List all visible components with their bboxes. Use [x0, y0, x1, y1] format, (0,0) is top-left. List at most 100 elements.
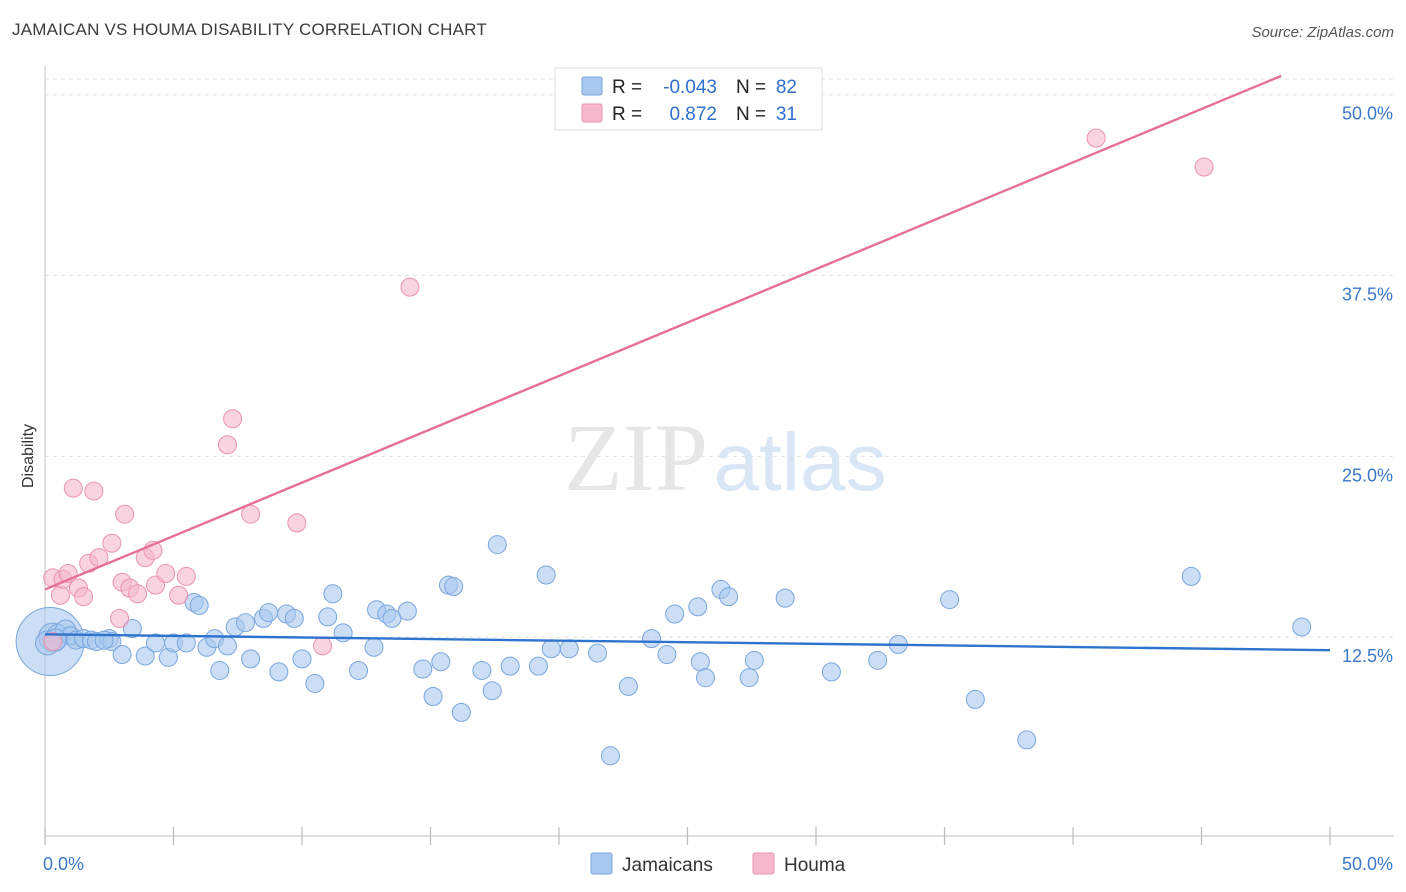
- point-jamaicans-32: [292, 649, 312, 669]
- gridlines: [45, 78, 1394, 638]
- point-houma-11: [102, 533, 122, 553]
- point-jamaicans-52: [500, 656, 520, 676]
- point-jamaicans-64: [690, 652, 710, 672]
- point-jamaicans-37: [349, 660, 369, 680]
- point-jamaicans-12: [122, 618, 142, 638]
- point-jamaicans-65: [695, 668, 715, 688]
- watermark-atlas: atlas: [713, 417, 886, 508]
- watermark: ZIP atlas: [564, 404, 887, 511]
- point-jamaicans-34: [318, 607, 338, 627]
- point-jamaicans-28: [259, 603, 279, 623]
- point-houma-9: [84, 481, 104, 501]
- y-tick-label-1: 25.0%: [1342, 465, 1393, 485]
- point-houma-29: [1086, 128, 1106, 148]
- point-jamaicans-45: [431, 652, 451, 672]
- point-jamaicans-33: [305, 673, 325, 693]
- point-houma-7: [74, 587, 94, 607]
- point-jamaicans-59: [618, 676, 638, 696]
- legend-swatch-houma: [581, 103, 603, 123]
- watermark-zip: ZIP: [564, 404, 708, 511]
- point-jamaicans-35: [323, 584, 343, 604]
- point-houma-0: [43, 632, 63, 652]
- legend-top: R = -0.043 N = 82 R = 0.872 N = 31: [554, 67, 823, 131]
- point-jamaicans-51: [487, 535, 507, 555]
- point-houma-26: [287, 513, 307, 533]
- point-jamaicans-41: [382, 608, 402, 628]
- x-tick-label-1: 50.0%: [1342, 854, 1393, 874]
- point-jamaicans-44: [423, 686, 443, 706]
- point-jamaicans-68: [739, 668, 759, 688]
- point-jamaicans-19: [189, 595, 209, 615]
- point-jamaicans-62: [665, 604, 685, 624]
- point-jamaicans-23: [217, 636, 237, 656]
- legend-n-label-0: N =: [736, 77, 766, 98]
- legend-bottom-swatch-jamaicans: [590, 852, 613, 875]
- point-houma-12: [110, 608, 130, 628]
- point-jamaicans-22: [210, 660, 230, 680]
- legend-bottom-swatch-houma: [752, 852, 775, 875]
- point-jamaicans-55: [541, 639, 561, 659]
- point-jamaicans-49: [472, 660, 492, 680]
- trend-lines: [44, 74, 1331, 652]
- point-houma-24: [223, 409, 243, 429]
- legend-bottom-label-houma: Houma: [784, 855, 846, 876]
- point-houma-2: [50, 585, 70, 605]
- point-jamaicans-60: [642, 629, 662, 649]
- point-jamaicans-43: [413, 659, 433, 679]
- point-jamaicans-67: [719, 587, 739, 607]
- point-jamaicans-17: [176, 633, 196, 653]
- legend-bottom-label-jamaicans: Jamaicans: [622, 855, 713, 876]
- series-jamaicans-points: [15, 535, 1312, 766]
- point-jamaicans-75: [965, 689, 985, 709]
- point-jamaicans-72: [868, 650, 888, 670]
- point-jamaicans-26: [241, 649, 261, 669]
- point-jamaicans-77: [1181, 566, 1201, 586]
- point-houma-20: [156, 564, 176, 584]
- legend-n-label-1: N =: [736, 104, 766, 125]
- trend-line-houma: [44, 74, 1282, 591]
- point-jamaicans-50: [482, 681, 502, 701]
- point-houma-23: [217, 435, 237, 455]
- legend-r-label-0: R =: [612, 77, 642, 98]
- trend-line-jamaicans: [44, 633, 1331, 652]
- x-tick-label-0: 0.0%: [43, 854, 84, 874]
- point-houma-28: [400, 277, 420, 297]
- series-houma-points: [43, 128, 1214, 656]
- point-jamaicans-11: [112, 645, 132, 665]
- point-jamaicans-71: [821, 662, 841, 682]
- point-jamaicans-31: [284, 608, 304, 628]
- legend-swatch-jamaicans: [581, 76, 603, 96]
- legend-bottom: Jamaicans Houma: [590, 852, 846, 876]
- point-jamaicans-54: [536, 565, 556, 585]
- point-houma-27: [313, 636, 333, 656]
- point-jamaicans-53: [528, 656, 548, 676]
- point-jamaicans-56: [559, 639, 579, 659]
- chart-title: JAMAICAN VS HOUMA DISABILITY CORRELATION…: [12, 20, 487, 39]
- legend-r-value-0: -0.043: [663, 77, 717, 98]
- point-jamaicans-63: [688, 597, 708, 617]
- y-tick-label-0: 12.5%: [1342, 646, 1393, 666]
- point-jamaicans-74: [940, 590, 960, 610]
- point-jamaicans-47: [444, 577, 464, 597]
- point-jamaicans-58: [600, 746, 620, 766]
- point-jamaicans-29: [269, 662, 289, 682]
- y-tick-label-3: 50.0%: [1342, 104, 1393, 124]
- point-jamaicans-78: [1292, 617, 1312, 637]
- point-jamaicans-25: [235, 613, 255, 633]
- point-houma-21: [169, 585, 189, 605]
- point-houma-5: [63, 478, 83, 498]
- point-houma-22: [176, 566, 196, 586]
- point-jamaicans-48: [451, 702, 471, 722]
- legend-r-label-1: R =: [612, 104, 642, 125]
- legend-n-value-1: 31: [776, 104, 797, 125]
- y-tick-label-2: 37.5%: [1342, 285, 1393, 305]
- point-jamaicans-76: [1017, 730, 1037, 750]
- point-jamaicans-38: [364, 637, 384, 657]
- point-jamaicans-70: [775, 588, 795, 608]
- tick-labels: 12.5% 25.0% 37.5% 50.0% 0.0% 50.0%: [43, 104, 1393, 874]
- y-axis-label: Disability: [20, 424, 37, 488]
- point-jamaicans-69: [744, 650, 764, 670]
- point-houma-30: [1194, 157, 1214, 177]
- chart-source: Source: ZipAtlas.com: [1251, 24, 1394, 41]
